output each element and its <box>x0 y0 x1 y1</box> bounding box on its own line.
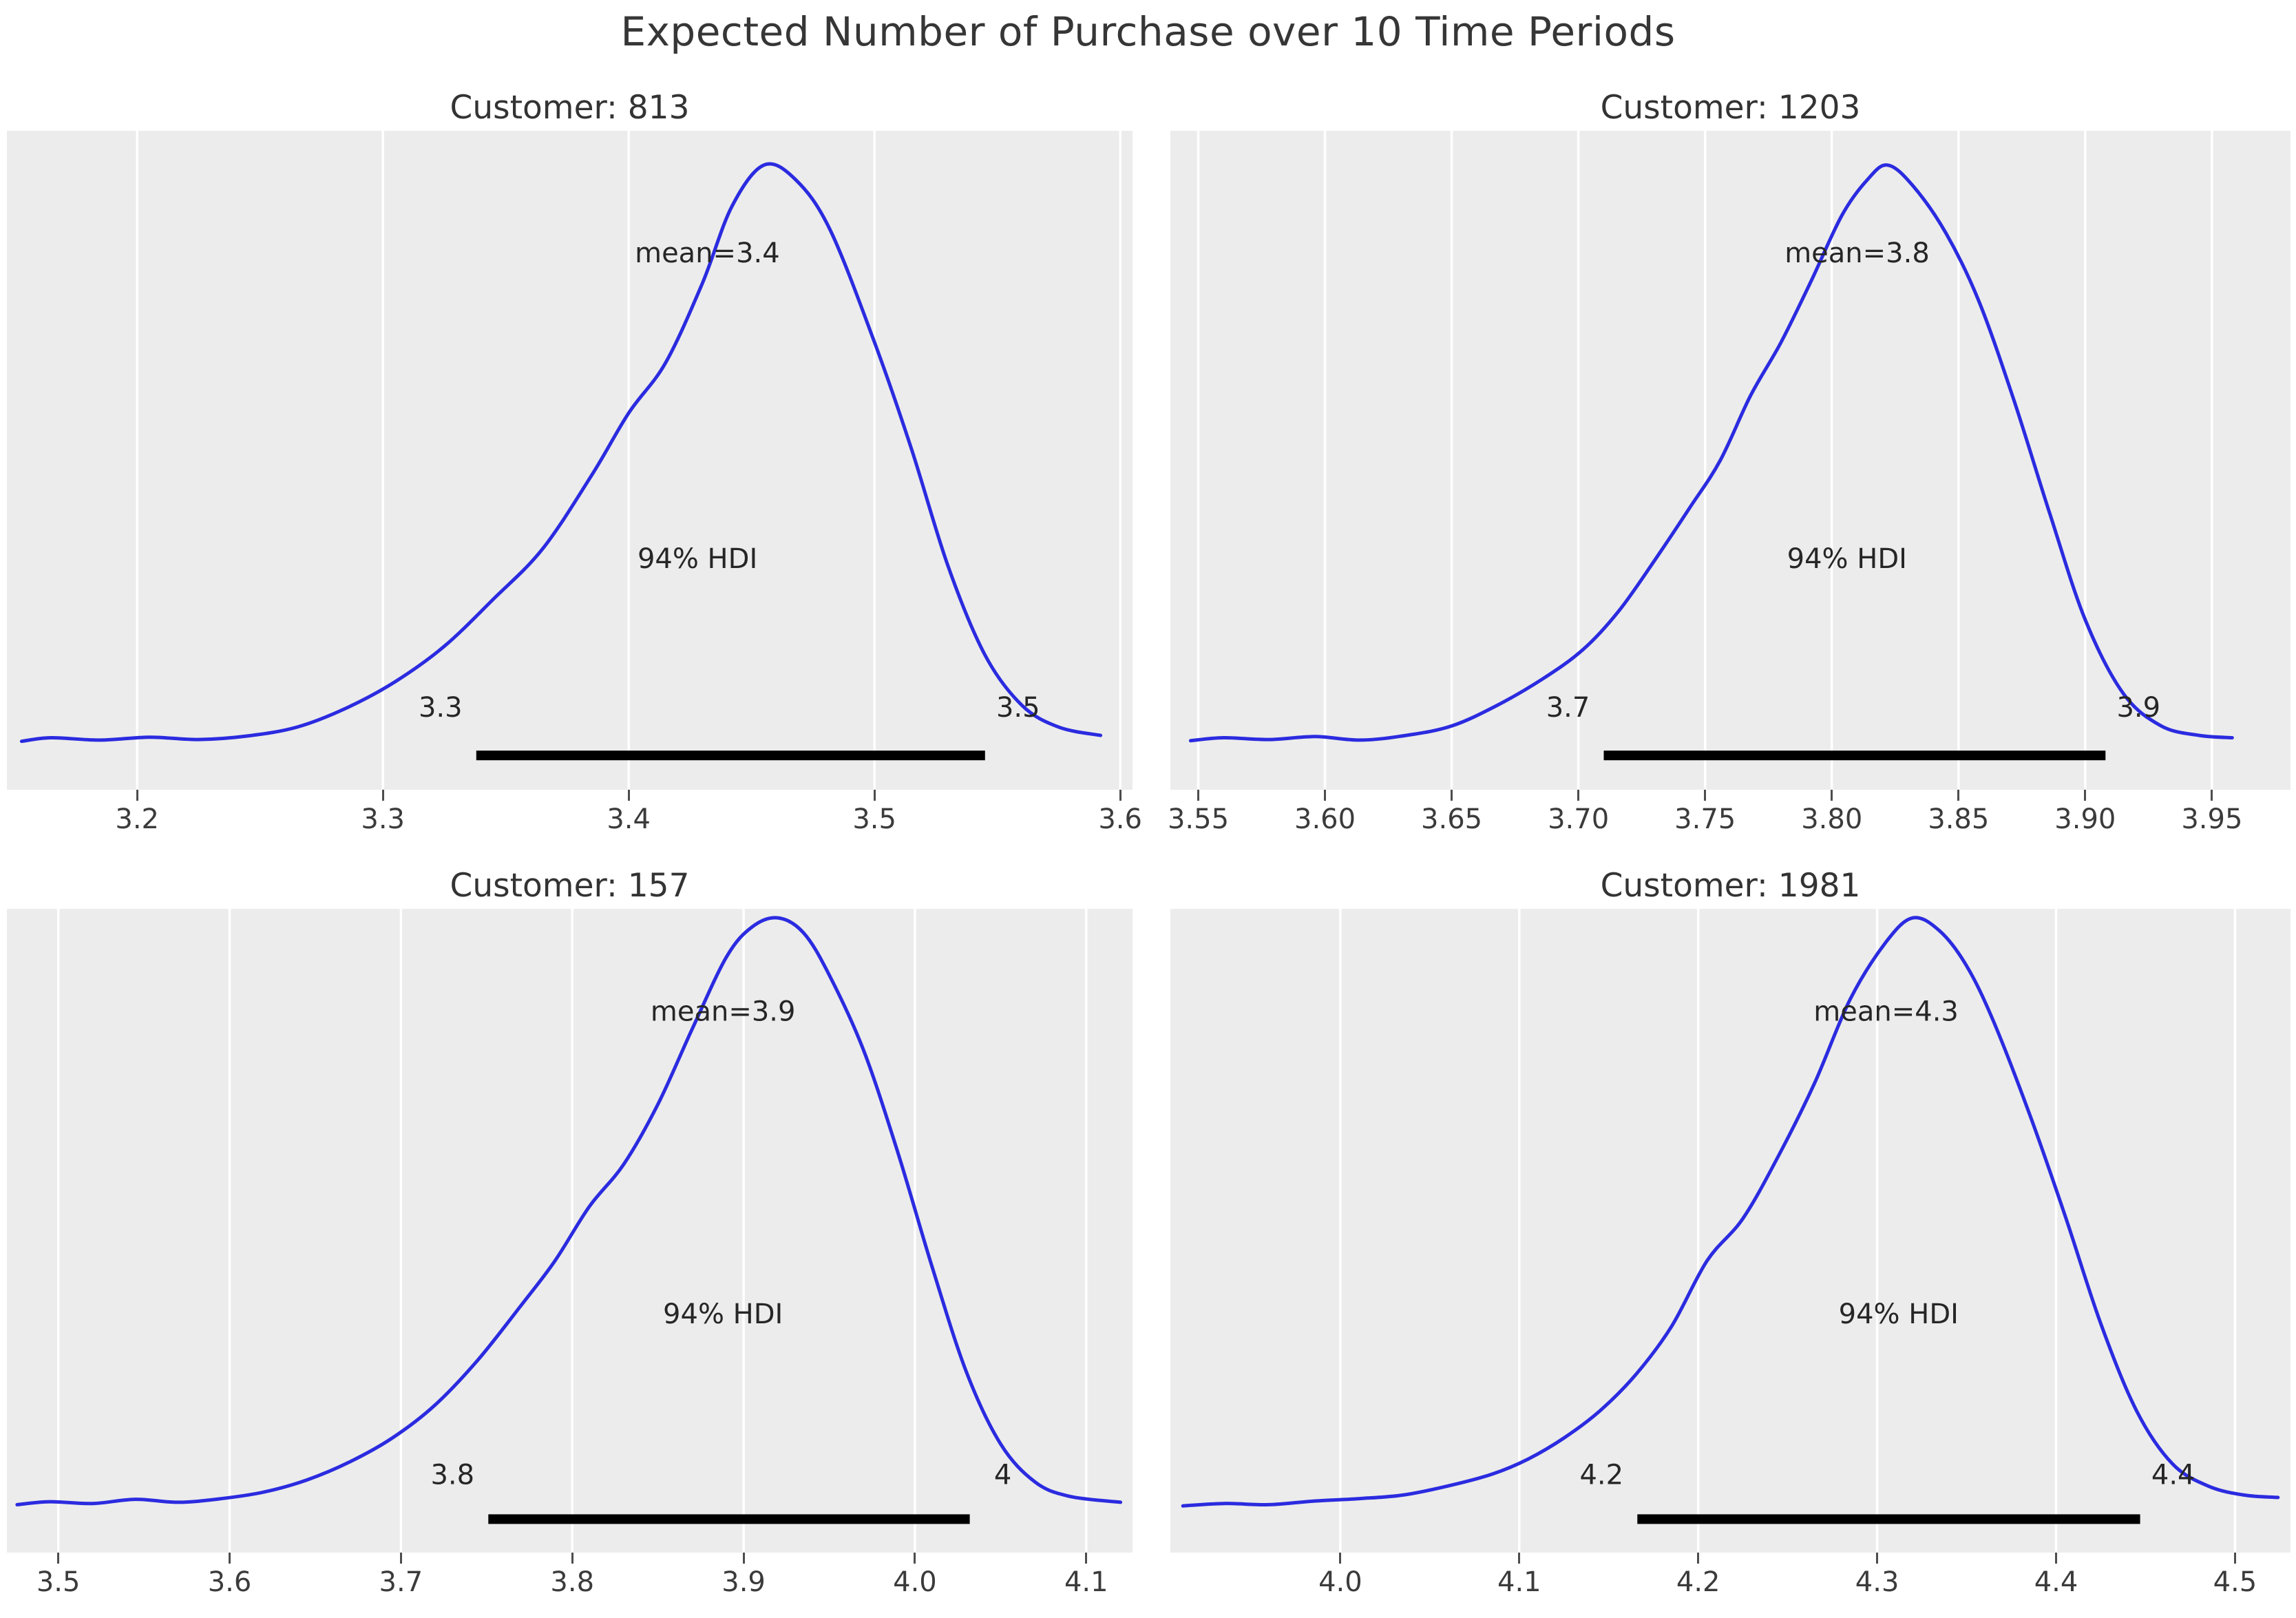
x-axis: 3.2 3.3 3.4 3.5 3.6 <box>7 790 1142 838</box>
kde-plot-svg: mean=3.8 94% HDI 3.7 3.9 <box>1188 131 2234 790</box>
x-tick-label: 4.5 <box>2213 1566 2257 1598</box>
subplot-title: Customer: 157 <box>450 867 690 905</box>
x-tick-mark <box>1831 790 1833 801</box>
kde-curve <box>15 916 1123 1506</box>
x-tick-label: 3.7 <box>379 1566 423 1598</box>
kde-plot-svg: mean=4.3 94% HDI 4.2 4.4 <box>1181 909 2280 1553</box>
x-tick-mark <box>1324 790 1327 801</box>
kde-curve <box>1188 163 2234 743</box>
plot-area: mean=3.9 94% HDI 3.8 4 <box>7 909 1133 1553</box>
x-tick-label: 3.85 <box>1928 803 1990 835</box>
x-tick-label: 3.80 <box>1801 803 1863 835</box>
x-tick-label: 3.95 <box>2181 803 2243 835</box>
hdi-lower-label: 3.3 <box>419 692 463 724</box>
subplot-title: Customer: 1203 <box>1600 89 1861 127</box>
figure-title: Expected Number of Purchase over 10 Time… <box>620 8 1676 55</box>
x-tick-mark <box>57 1553 60 1564</box>
x-tick-label: 3.2 <box>115 803 159 835</box>
x-tick-mark <box>1119 790 1121 801</box>
x-tick-mark <box>1577 790 1580 801</box>
hdi-lower-label: 3.8 <box>430 1460 474 1491</box>
hdi-upper-label: 4.4 <box>2151 1460 2195 1491</box>
hdi-bar <box>1637 1514 2140 1524</box>
plot-area: mean=3.4 94% HDI 3.3 3.5 <box>7 131 1133 790</box>
x-tick-label: 4.0 <box>1318 1566 1362 1598</box>
hdi-bar <box>476 750 985 761</box>
mean-annotation: mean=3.8 <box>1784 238 1930 269</box>
kde-plot-svg: mean=3.9 94% HDI 3.8 4 <box>15 909 1123 1553</box>
x-tick-label: 4.0 <box>893 1566 937 1598</box>
x-tick-label: 3.55 <box>1167 803 1230 835</box>
x-tick-label: 4.4 <box>2034 1566 2078 1598</box>
x-tick-mark <box>914 1553 916 1564</box>
x-tick-label: 3.4 <box>607 803 651 835</box>
x-tick-mark <box>381 790 384 801</box>
hdi-title-annotation: 94% HDI <box>638 543 757 575</box>
x-tick-mark <box>2233 1553 2236 1564</box>
x-tick-mark <box>1697 1553 1700 1564</box>
plot-area: mean=3.8 94% HDI 3.7 3.9 <box>1170 131 2290 790</box>
x-tick-label: 3.9 <box>722 1566 766 1598</box>
mean-annotation: mean=4.3 <box>1813 996 1959 1028</box>
hdi-upper-label: 3.5 <box>996 692 1040 724</box>
x-tick-mark <box>742 1553 745 1564</box>
x-tick-mark <box>2211 790 2213 801</box>
hdi-bar <box>1603 750 2106 761</box>
x-tick-label: 3.60 <box>1294 803 1356 835</box>
x-tick-mark <box>399 1553 402 1564</box>
hdi-lower-label: 4.2 <box>1579 1460 1623 1491</box>
hdi-title-annotation: 94% HDI <box>1839 1299 1959 1330</box>
x-tick-mark <box>1339 1553 1342 1564</box>
x-tick-mark <box>136 790 138 801</box>
x-tick-mark <box>627 790 630 801</box>
x-tick-label: 3.8 <box>550 1566 595 1598</box>
subplot-customer-1981: Customer: 1981 mean=4.3 94% HDI 4.2 4.4 4.0… <box>1170 857 2290 1601</box>
x-tick-mark <box>873 790 876 801</box>
subplot-title: Customer: 1981 <box>1600 867 1861 905</box>
x-tick-label: 3.75 <box>1674 803 1736 835</box>
x-tick-mark <box>1518 1553 1521 1564</box>
subplot-customer-813: Customer: 813 mean=3.4 94% HDI 3.3 3.5 3.2 3… <box>7 78 1142 838</box>
x-tick-label: 3.90 <box>2054 803 2116 835</box>
x-axis: 3.5 3.6 3.7 3.8 3.9 4.0 4.1 <box>7 1553 1133 1601</box>
subplot-customer-1203: Customer: 1203 mean=3.8 94% HDI 3.7 3.9 3.5… <box>1167 78 2290 838</box>
x-tick-label: 3.65 <box>1421 803 1483 835</box>
subplot-title: Customer: 813 <box>450 89 690 127</box>
kde-curve <box>1181 916 2280 1508</box>
kde-plot-svg: mean=3.4 94% HDI 3.3 3.5 <box>19 131 1121 790</box>
x-tick-mark <box>229 1553 231 1564</box>
x-tick-mark <box>1197 790 1199 801</box>
x-tick-label: 4.3 <box>1855 1566 1899 1598</box>
x-tick-label: 3.6 <box>207 1566 252 1598</box>
x-tick-mark <box>1957 790 1960 801</box>
plot-area: mean=4.3 94% HDI 4.2 4.4 <box>1170 909 2290 1553</box>
x-tick-label: 3.70 <box>1548 803 1610 835</box>
x-tick-mark <box>1704 790 1707 801</box>
hdi-lower-label: 3.7 <box>1546 692 1590 724</box>
subplot-customer-157: Customer: 157 mean=3.9 94% HDI 3.8 4 3.5 3.6… <box>7 857 1133 1601</box>
hdi-title-annotation: 94% HDI <box>1787 543 1907 575</box>
x-tick-label: 3.5 <box>852 803 896 835</box>
x-axis: 4.0 4.1 4.2 4.3 4.4 4.5 <box>1170 1553 2290 1601</box>
x-tick-mark <box>2084 790 2087 801</box>
x-tick-label: 4.2 <box>1676 1566 1720 1598</box>
hdi-upper-label: 3.9 <box>2116 692 2160 724</box>
mean-annotation: mean=3.9 <box>651 996 796 1028</box>
x-tick-mark <box>1876 1553 1879 1564</box>
hdi-title-annotation: 94% HDI <box>663 1299 783 1330</box>
x-tick-mark <box>571 1553 573 1564</box>
hdi-bar <box>488 1514 970 1524</box>
mean-annotation: mean=3.4 <box>635 238 780 269</box>
x-axis: 3.55 3.60 3.65 3.70 3.75 3.80 3.85 3.90 3.95 <box>1167 790 2290 838</box>
x-tick-mark <box>1085 1553 1088 1564</box>
x-tick-label: 3.6 <box>1098 803 1142 835</box>
kde-curve <box>19 162 1103 744</box>
hdi-upper-label: 4 <box>994 1460 1011 1491</box>
x-tick-label: 4.1 <box>1497 1566 1541 1598</box>
x-tick-label: 3.5 <box>36 1566 81 1598</box>
x-tick-label: 3.3 <box>361 803 405 835</box>
x-tick-mark <box>1451 790 1453 801</box>
x-tick-mark <box>2055 1553 2058 1564</box>
x-tick-label: 4.1 <box>1064 1566 1108 1598</box>
